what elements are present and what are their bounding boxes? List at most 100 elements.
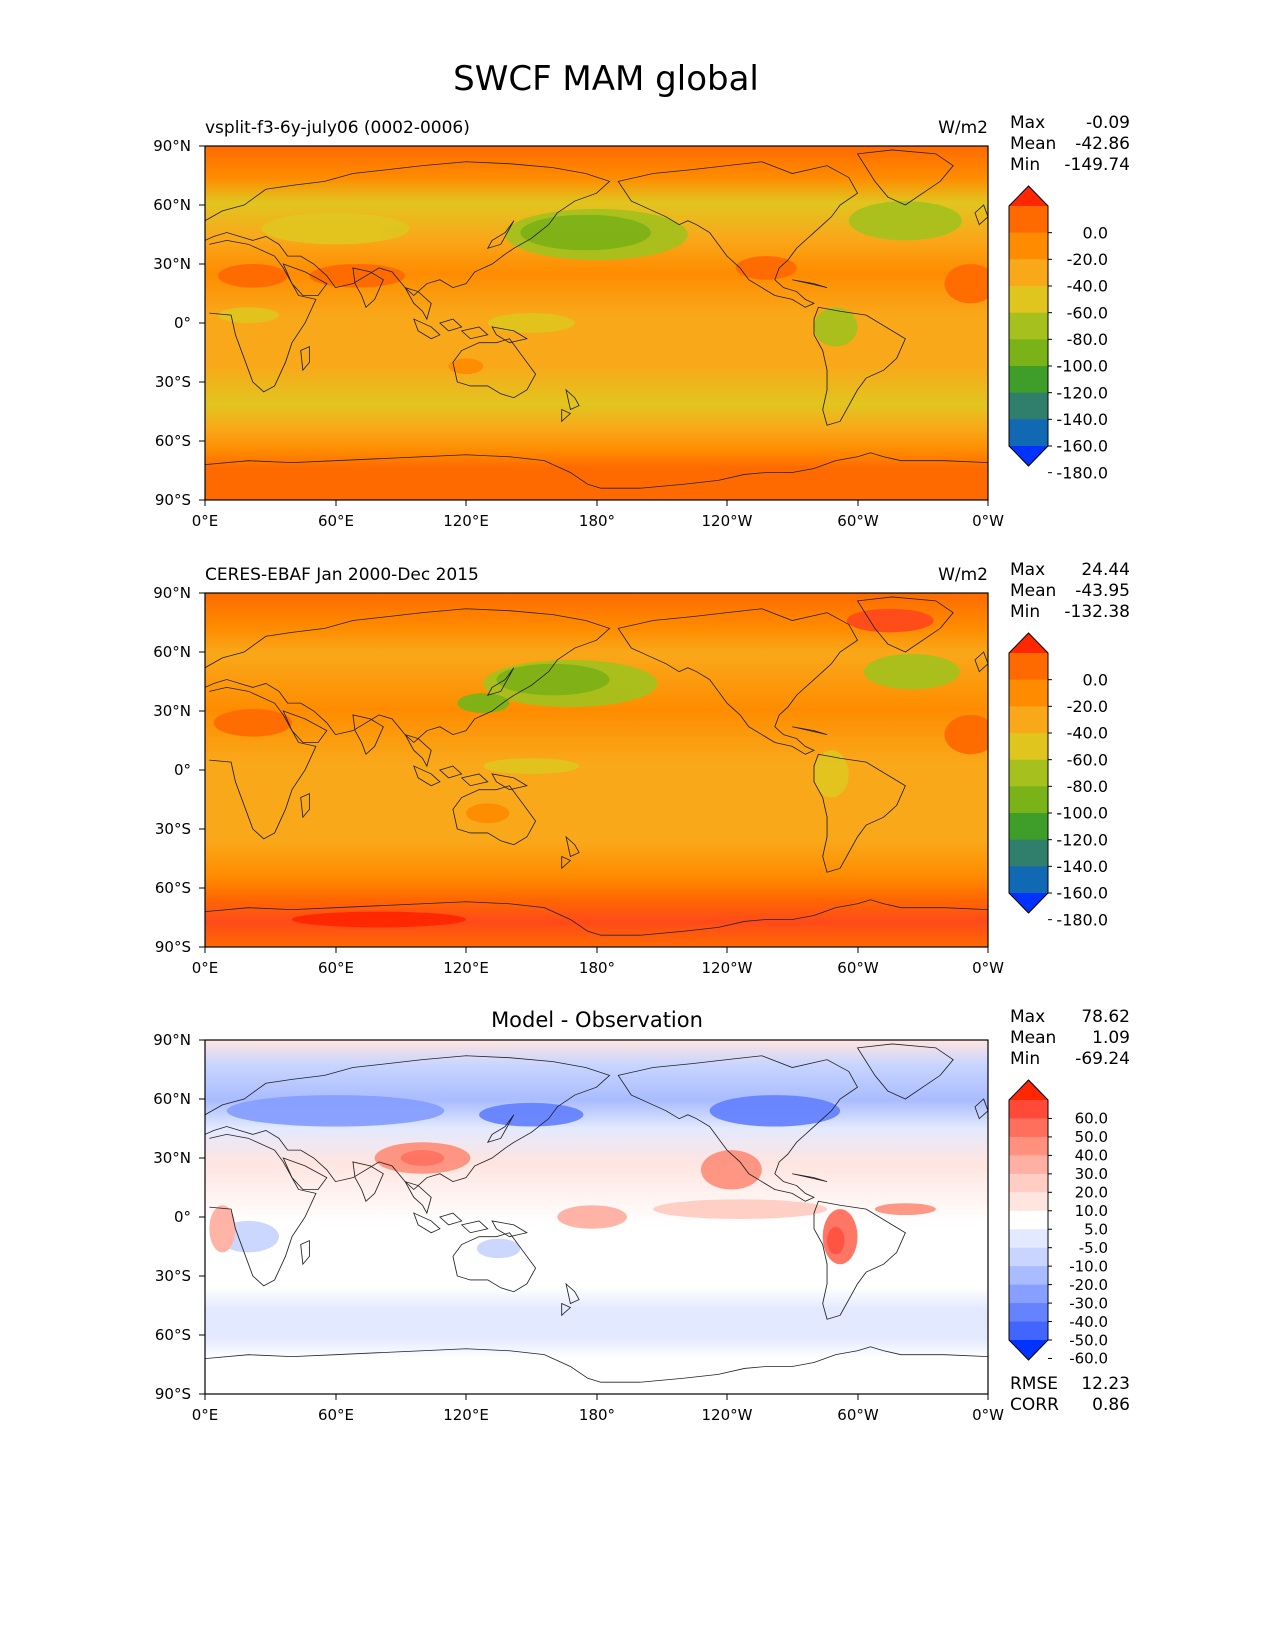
colorbar-tick-label: -120.0: [1056, 383, 1108, 402]
stat-label: Max: [1010, 560, 1045, 580]
colorbar-extend-top: [1009, 186, 1048, 206]
stat-value: -43.95: [1075, 581, 1130, 601]
lat-tick-label: 90°N: [153, 137, 191, 155]
lon-tick-label: 0°W: [972, 959, 1004, 977]
lon-axis: 0°E 60°E 120°E 180° 120°W 60°W 0°W: [192, 1394, 1004, 1424]
lat-tick-label: 90°N: [153, 1031, 191, 1049]
lat-axis: 90°N 60°N 30°N 0° 30°S 60°S 90°S: [153, 584, 205, 956]
stats-block: Max -0.09 Mean -42.86 Min -149.74: [1010, 113, 1130, 175]
stat-label: Min: [1010, 155, 1040, 175]
stat-label: Mean: [1010, 581, 1056, 601]
colorbar-segment: [1009, 786, 1048, 814]
colorbar-segment: [1009, 1155, 1048, 1175]
metric-value: 0.86: [1092, 1395, 1130, 1415]
colorbar-tick-label: -160.0: [1056, 884, 1108, 903]
colorbar-segment: [1009, 419, 1048, 447]
lon-axis: 0°E 60°E 120°E 180° 120°W 60°W 0°W: [192, 500, 1004, 530]
colorbar-tick-label: -100.0: [1056, 357, 1108, 376]
stat-value: -132.38: [1064, 602, 1130, 622]
lon-tick-label: 0°E: [192, 512, 219, 530]
stats-block: Max 24.44 Mean -43.95 Min -132.38: [1010, 560, 1130, 622]
colorbar-segment: [1009, 312, 1048, 340]
colorbar-segment: [1009, 1303, 1048, 1323]
lon-tick-label: 180°: [579, 1406, 615, 1424]
panel-center-title: Model - Observation: [491, 1008, 703, 1032]
colorbar-segment: [1009, 1136, 1048, 1156]
lon-tick-label: 60°E: [318, 512, 354, 530]
lon-tick-label: 0°W: [972, 1406, 1004, 1424]
colorbar: 0.0 -20.0 -40.0 -60.0 -80.0 -100.0 -120.0 -140.…: [1008, 185, 1108, 482]
colorbar-extend-bottom: [1009, 1340, 1048, 1360]
colorbar-tick-label: -50.0: [1069, 1331, 1108, 1349]
stat-value: -0.09: [1086, 113, 1130, 133]
colorbar-tick-label: 10.0: [1075, 1202, 1108, 1220]
colorbar-extend-bottom: [1009, 446, 1048, 466]
colorbar-tick-label: -10.0: [1069, 1257, 1108, 1275]
stat-label: Max: [1010, 1007, 1045, 1027]
panel-left-title: vsplit-f3-6y-july06 (0002-0006): [205, 118, 470, 138]
colorbar-segment: [1009, 1321, 1048, 1341]
stat-label: Mean: [1010, 1028, 1056, 1048]
colorbar-tick-label: 60.0: [1075, 1110, 1108, 1128]
stat-label: Max: [1010, 113, 1045, 133]
colorbar-tick-label: -60.0: [1067, 303, 1108, 322]
lon-tick-label: 0°E: [192, 1406, 219, 1424]
lat-tick-label: 60°S: [155, 879, 191, 897]
lat-tick-label: 30°N: [153, 702, 191, 720]
lon-tick-label: 120°W: [702, 959, 753, 977]
lat-tick-label: 30°S: [155, 1267, 191, 1285]
lat-tick-label: 60°N: [153, 643, 191, 661]
colorbar-tick-label: -80.0: [1067, 777, 1108, 796]
lat-tick-label: 30°S: [155, 373, 191, 391]
lon-tick-label: 0°W: [972, 512, 1004, 530]
stats-block: Max 78.62 Mean 1.09 Min -69.24: [1010, 1007, 1130, 1069]
colorbar-segment: [1009, 1247, 1048, 1267]
colorbar-tick-label: -40.0: [1069, 1313, 1108, 1331]
lat-tick-label: 90°N: [153, 584, 191, 602]
panel-model: vsplit-f3-6y-july06 (0002-0006) W/m2 90°…: [153, 113, 1130, 530]
metric-label: RMSE: [1010, 1374, 1058, 1394]
colorbar-tick-label: -20.0: [1067, 250, 1108, 269]
colorbar-segment: [1009, 339, 1048, 367]
colorbar-segment: [1009, 1173, 1048, 1193]
stat-value: -69.24: [1075, 1049, 1130, 1069]
colorbar-tick-label: -60.0: [1067, 750, 1108, 769]
lon-tick-label: 120°E: [443, 959, 489, 977]
panel-units: W/m2: [938, 118, 988, 138]
colorbar-segment: [1009, 679, 1048, 707]
lat-tick-label: 30°N: [153, 1149, 191, 1167]
stat-label: Min: [1010, 1049, 1040, 1069]
colorbar: 60.050.040.030.020.010.05.0-5.0-10.0-20.…: [1008, 1079, 1108, 1368]
colorbar-segment: [1009, 259, 1048, 287]
colorbar-tick-label: -40.0: [1067, 277, 1108, 296]
lat-tick-label: 90°S: [155, 491, 191, 509]
colorbar-segment: [1009, 232, 1048, 260]
lon-tick-label: 0°E: [192, 959, 219, 977]
colorbar-segment: [1009, 759, 1048, 787]
map-field: [205, 1040, 988, 1394]
stat-label: Min: [1010, 602, 1040, 622]
lon-tick-label: 120°E: [443, 512, 489, 530]
stat-value: 78.62: [1081, 1007, 1130, 1027]
lat-tick-label: 0°: [174, 761, 191, 779]
lat-tick-label: 30°S: [155, 820, 191, 838]
colorbar-segment: [1009, 653, 1048, 681]
lat-tick-label: 30°N: [153, 255, 191, 273]
lat-axis: 90°N 60°N 30°N 0° 30°S 60°S 90°S: [153, 1031, 205, 1403]
colorbar-tick-label: 5.0: [1084, 1220, 1108, 1238]
colorbar-tick-label: 0.0: [1083, 670, 1108, 689]
metric-label: CORR: [1010, 1395, 1059, 1415]
lon-tick-label: 120°W: [702, 1406, 753, 1424]
colorbar-segment: [1009, 392, 1048, 420]
colorbar-segment: [1009, 286, 1048, 314]
colorbar-segment: [1009, 866, 1048, 894]
colorbar-extend-top: [1009, 633, 1048, 653]
colorbar-tick-label: -100.0: [1056, 804, 1108, 823]
colorbar-tick-label: -40.0: [1067, 724, 1108, 743]
colorbar-tick-label: 30.0: [1075, 1165, 1108, 1183]
map-field: [205, 593, 988, 947]
stat-label: Mean: [1010, 134, 1056, 154]
colorbar-tick-label: -60.0: [1069, 1350, 1108, 1368]
metrics-block: RMSE 12.23 CORR 0.86: [1010, 1374, 1130, 1415]
lat-tick-label: 90°S: [155, 938, 191, 956]
